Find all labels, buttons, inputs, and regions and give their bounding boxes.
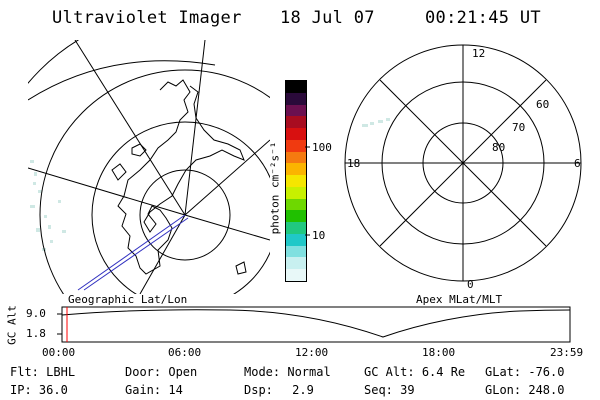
glat-label: GLat: <box>485 365 522 379</box>
mlt-label-18: 18 <box>347 157 361 170</box>
colorbar-segment <box>286 81 306 93</box>
latitude-circle <box>39 69 270 294</box>
alt-xtick: 06:00 <box>168 346 202 359</box>
colorbar-segment <box>286 269 306 282</box>
ip-field: IP: 36.0 <box>10 383 68 397</box>
altitude-curve <box>61 309 571 338</box>
coastline <box>131 143 147 157</box>
image-time: 00:21:45 UT <box>425 8 541 28</box>
flt-label: Flt: <box>10 365 39 379</box>
dsp-field: Dsp: 2.9 <box>244 383 314 397</box>
mode-field: Mode: Normal <box>244 365 331 379</box>
coastline <box>235 261 247 275</box>
colorbar-segment <box>286 104 306 117</box>
door-value: Open <box>168 365 198 379</box>
dsp-label: Dsp: <box>244 383 273 397</box>
gain-value: 14 <box>168 383 183 397</box>
colorbar-segment <box>286 257 306 270</box>
colorbar-segment <box>286 233 306 246</box>
gain-label: Gain: <box>125 383 162 397</box>
alt-ytick-9: 9.0 <box>26 307 46 320</box>
uv-emission-speckle <box>30 160 66 251</box>
apex-map-caption: Apex MLat/MLT <box>416 293 503 306</box>
gc-alt-value: 6.4 Re <box>421 365 466 379</box>
colorbar-segment <box>286 175 306 187</box>
orbit-track <box>83 217 189 291</box>
flt-field: Flt: LBHL <box>10 365 75 379</box>
colorbar-tickmarks <box>305 146 310 236</box>
colorbar-segment <box>286 151 306 164</box>
glat-value: -76.0 <box>528 365 565 379</box>
alt-xtick: 23:59 <box>550 346 584 359</box>
seq-field: Seq: 39 <box>364 383 415 397</box>
glon-field: GLon: 248.0 <box>485 383 564 397</box>
alt-ylabel: GC Alt <box>5 305 19 345</box>
glon-label: GLon: <box>485 383 522 397</box>
colorbar-segment <box>286 116 306 129</box>
gc-alt-field: GC Alt: 6.4 Re <box>364 365 465 379</box>
uv-emission-speckle <box>362 118 390 127</box>
colorbar-segment <box>286 210 306 223</box>
ip-value: 36.0 <box>38 383 68 397</box>
flt-value: LBHL <box>46 365 76 379</box>
alt-xtick: 00:00 <box>42 346 76 359</box>
glon-value: 248.0 <box>528 383 565 397</box>
glat-field: GLat: -76.0 <box>485 365 564 379</box>
latitude-circle <box>91 121 270 294</box>
dsp-value: 2.9 <box>292 383 314 397</box>
door-label: Door: <box>125 365 162 379</box>
alt-xtick: 18:00 <box>422 346 456 359</box>
seq-label: Seq: <box>364 383 393 397</box>
colorbar-tick-100: 100 <box>312 141 332 154</box>
mlat-label-80: 80 <box>492 141 506 154</box>
mode-label: Mode: <box>244 365 281 379</box>
colorbar-segment <box>286 198 306 211</box>
coastline <box>111 163 127 181</box>
alt-ytick-1-8: 1.8 <box>26 327 46 340</box>
colorbar-segment <box>286 163 306 176</box>
color-scale-bar <box>285 80 307 282</box>
door-field: Door: Open <box>125 365 197 379</box>
alt-xtick: 12:00 <box>295 346 329 359</box>
orbit-track <box>77 214 186 291</box>
mlat-label-70: 70 <box>512 121 526 134</box>
latitude-circle <box>139 169 231 261</box>
gain-field: Gain: 14 <box>125 383 183 397</box>
colorbar-tick-10: 10 <box>312 229 326 242</box>
colorbar-segment <box>286 139 306 152</box>
image-date: 18 Jul 07 <box>280 8 375 28</box>
app-title: Ultraviolet Imager <box>52 8 242 28</box>
mlt-label-6: 6 <box>574 157 581 170</box>
mlt-label-0: 0 <box>467 278 474 291</box>
colorbar-segment <box>286 92 306 105</box>
seq-value: 39 <box>400 383 415 397</box>
mlat-label-60: 60 <box>536 98 550 111</box>
coastline <box>117 79 245 275</box>
colorbar-segment <box>286 128 306 140</box>
colorbar-segment <box>286 245 306 258</box>
colorbar-segment <box>286 222 306 234</box>
colorbar-segment <box>286 186 306 199</box>
geographic-map-caption: Geographic Lat/Lon <box>68 293 188 306</box>
gc-alt-label: GC Alt: <box>364 365 415 379</box>
mode-value: Normal <box>287 365 331 379</box>
ip-label: IP: <box>10 383 32 397</box>
mlt-label-12: 12 <box>472 47 486 60</box>
